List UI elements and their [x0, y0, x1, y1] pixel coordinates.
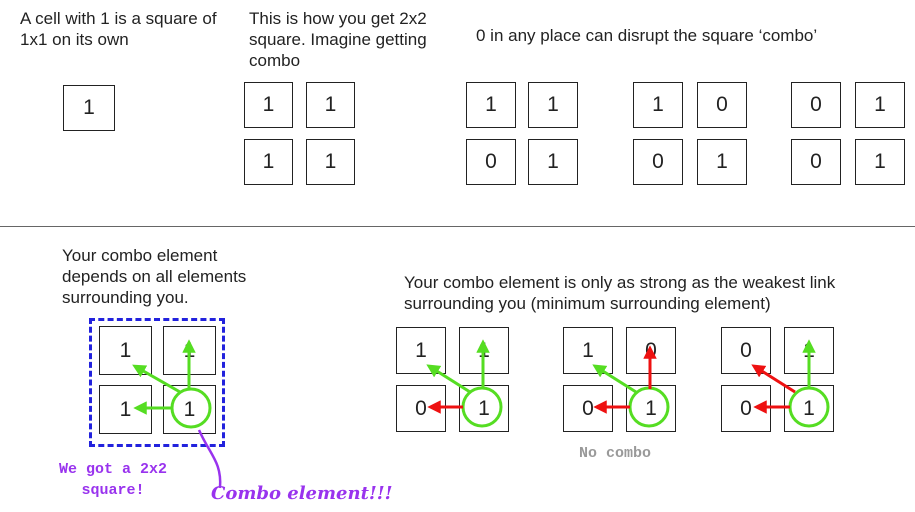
focus-circle	[628, 386, 670, 428]
disrupt-cell: 1	[633, 82, 683, 128]
disrupt-cell: 0	[697, 82, 747, 128]
focus-circle	[788, 386, 830, 428]
weakest-arrows-1	[426, 339, 503, 428]
arrow-diagonal-icon	[592, 364, 637, 394]
arrow-diagonal-icon	[426, 364, 471, 394]
square-cell: 1	[306, 82, 355, 128]
combo-caption: Your combo element depends on all elemen…	[62, 246, 247, 307]
single-cell-caption: A cell with 1 is a square of 1x1 on its …	[20, 9, 217, 49]
single-cell: 1	[63, 85, 115, 131]
square-cell: 1	[244, 139, 293, 185]
weakest-arrows-2	[592, 345, 670, 428]
disrupt-cell: 1	[697, 139, 747, 185]
weakest-link-caption: Your combo element is only as strong as …	[404, 273, 836, 313]
disrupt-cell: 1	[528, 139, 578, 185]
combo-focus-circle	[170, 387, 212, 429]
arrow-diagonal-icon	[751, 364, 796, 394]
arrow-diagonal-icon	[132, 364, 181, 394]
combo-pointer-curve	[197, 429, 222, 489]
combo-selection-box	[89, 318, 225, 447]
section-divider	[0, 226, 915, 227]
square-caption: This is how you get 2x2 square. Imagine …	[249, 9, 427, 70]
disrupt-cell: 0	[791, 139, 841, 185]
disrupt-cell: 0	[791, 82, 841, 128]
disrupt-cell: 1	[466, 82, 516, 128]
disrupt-cell: 1	[855, 139, 905, 185]
got-square-label: We got a 2x2 square!	[58, 461, 168, 499]
no-combo-label: No combo	[578, 445, 651, 462]
focus-circle	[461, 386, 503, 428]
square-cell: 1	[306, 139, 355, 185]
square-cell: 1	[244, 82, 293, 128]
weakest-arrows-3	[751, 339, 830, 428]
combo-element-label: Combo element!!!	[211, 483, 393, 504]
disrupt-cell: 1	[528, 82, 578, 128]
disrupt-caption: 0 in any place can disrupt the square ‘c…	[476, 26, 818, 45]
disrupt-cell: 1	[855, 82, 905, 128]
disrupt-cell: 0	[633, 139, 683, 185]
combo-cell: 1	[99, 385, 152, 434]
disrupt-cell: 0	[466, 139, 516, 185]
combo-arrows	[132, 339, 212, 429]
